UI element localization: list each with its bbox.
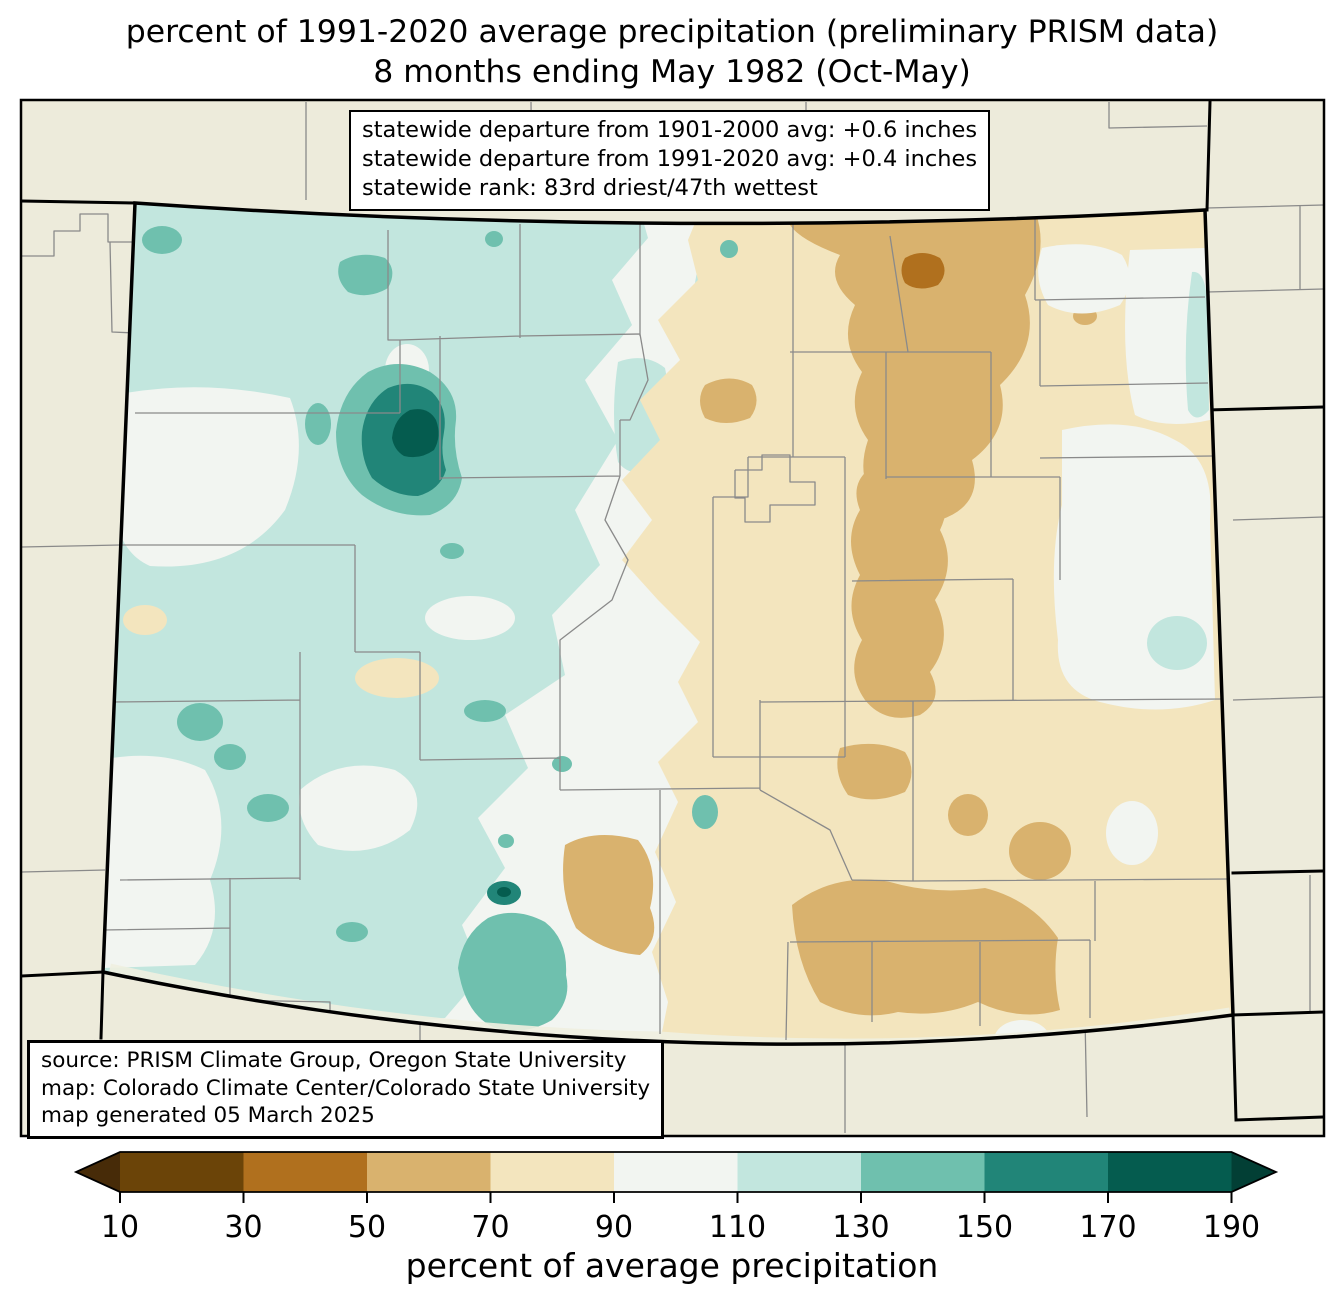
- stats-line-3: statewide rank: 83rd driest/47th wettest: [362, 175, 818, 201]
- colorbar-band-110-130: [737, 1152, 862, 1192]
- colorbar-tick-label: 50: [348, 1210, 386, 1245]
- colorbar-tick-label: 10: [101, 1210, 139, 1245]
- colorbar-tick-label: 70: [471, 1210, 509, 1245]
- colorbar-band-90-110: [614, 1152, 738, 1192]
- stats-line-2: statewide departure from 1991-2020 avg: …: [362, 146, 978, 172]
- colorbar-band-30-50: [243, 1152, 368, 1192]
- colorbar-band-50-70: [367, 1152, 491, 1192]
- colorado-border: [101, 201, 1235, 1046]
- stats-box: statewide departure from 1901-2000 avg: …: [349, 110, 991, 211]
- contour-170-190-cores: [392, 409, 511, 897]
- contour-70-90-patches: [123, 605, 439, 698]
- colorbar-tick-label: 30: [224, 1210, 262, 1245]
- page-title: percent of 1991-2020 average precipitati…: [0, 12, 1344, 92]
- title-line-1: percent of 1991-2020 average precipitati…: [125, 14, 1219, 50]
- source-line-1: source: PRISM Climate Group, Oregon Stat…: [41, 1048, 627, 1073]
- colorbar-tick-label: 130: [832, 1210, 889, 1245]
- colorbar-tick-label: 110: [709, 1210, 766, 1245]
- colorbar-band-70-90: [490, 1152, 615, 1192]
- colorbar-band-170-190: [1108, 1152, 1232, 1192]
- colorado-county-lines: [103, 214, 1229, 1041]
- colorbar-band-130-150: [861, 1152, 985, 1192]
- source-line-3: map generated 05 March 2025: [41, 1103, 375, 1128]
- map-frame: [19, 98, 1326, 1138]
- colorbar-tick-label: 150: [956, 1210, 1013, 1245]
- colorbar-band-10-30: [120, 1152, 244, 1192]
- neighbor-state-borders: [21, 100, 1324, 1122]
- colorado-contours: [103, 203, 1233, 1045]
- title-line-2: 8 months ending May 1982 (Oct-May): [373, 54, 971, 90]
- colorbar-title: percent of average precipitation: [405, 1246, 939, 1285]
- colorbar-tick-label: 190: [1203, 1210, 1260, 1245]
- contour-30-50-blob: [901, 253, 945, 289]
- colorbar-over-arrow: [1231, 1152, 1276, 1192]
- source-box: source: PRISM Climate Group, Oregon Stat…: [27, 1040, 665, 1139]
- colorbar-tick-label: 90: [595, 1210, 633, 1245]
- colorbar: 10 30 50 70 90 110 130 150 170 190: [73, 1151, 1279, 1245]
- colorbar-under-arrow: [76, 1152, 120, 1192]
- colorbar-band-150-170: [984, 1152, 1109, 1192]
- source-line-2: map: Colorado Climate Center/Colorado St…: [41, 1075, 651, 1101]
- colorbar-tick-label: 170: [1079, 1210, 1136, 1245]
- contour-110-130-east-patches: [1147, 271, 1209, 670]
- contour-50-70-blobs: [563, 211, 1097, 1016]
- stats-line-1: statewide departure from 1901-2000 avg: …: [362, 117, 978, 143]
